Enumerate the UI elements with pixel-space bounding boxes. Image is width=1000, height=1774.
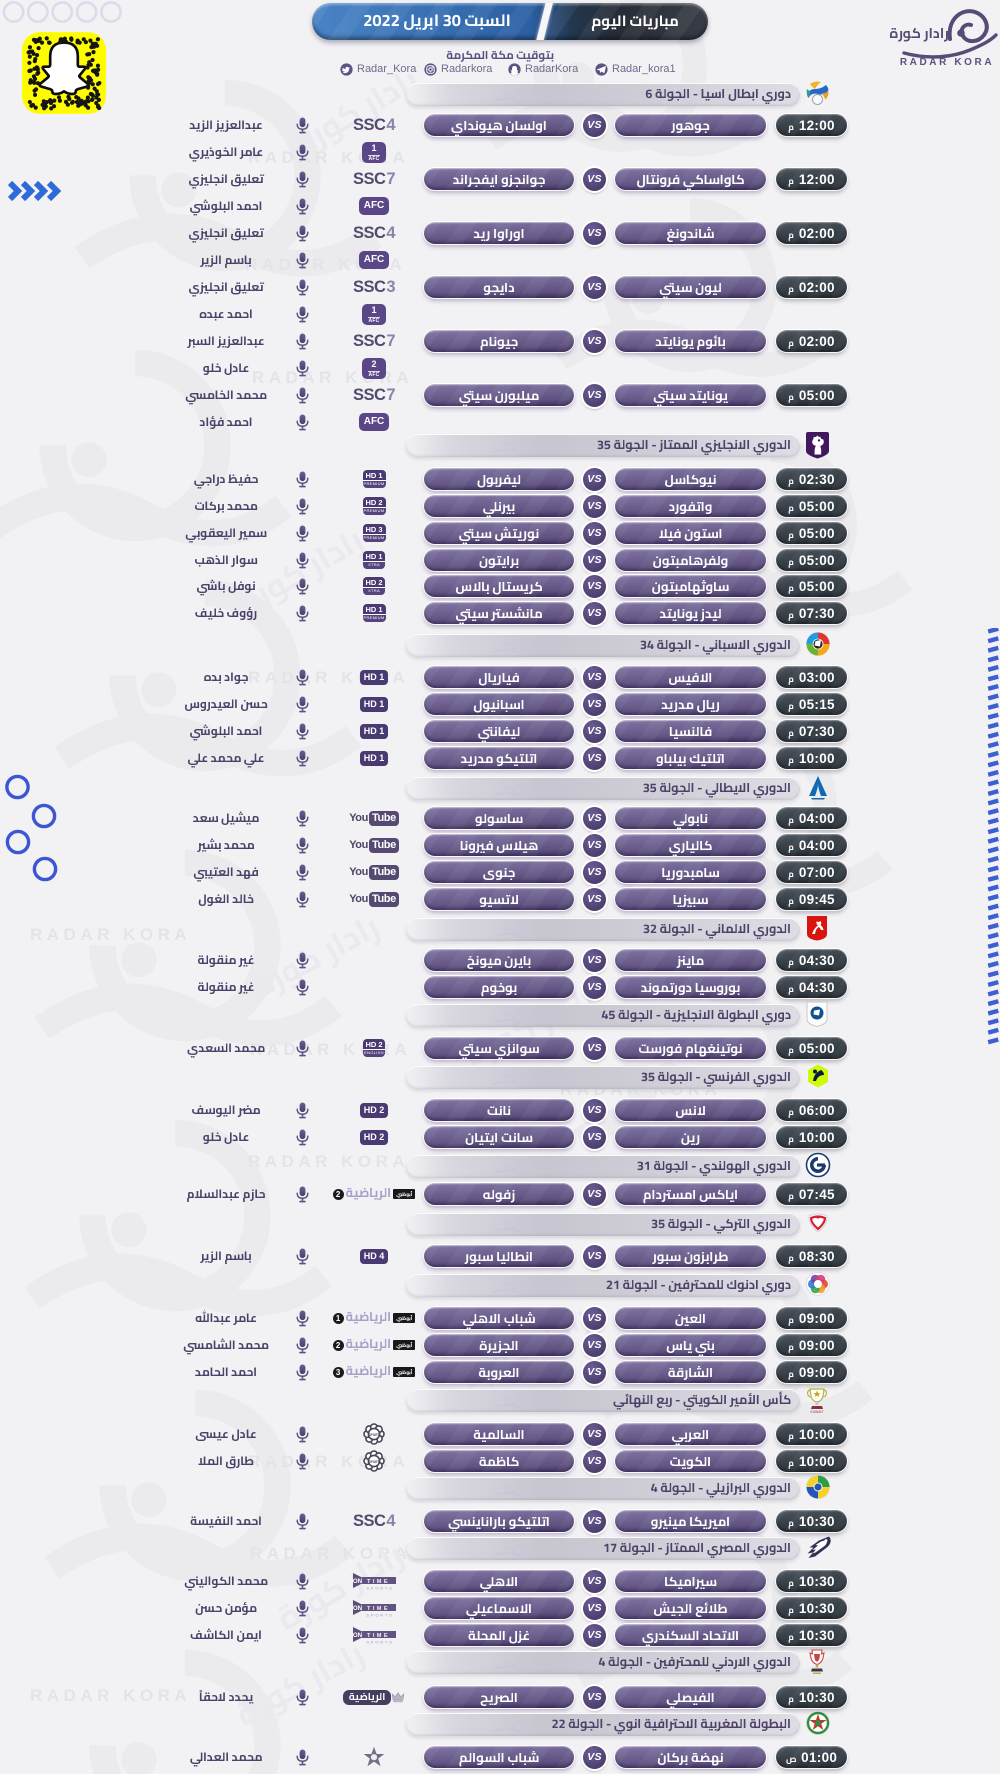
svg-text:رادار كورة: رادار كورة <box>503 1071 524 1080</box>
svg-text:رادار كورة: رادار كورة <box>503 1160 524 1169</box>
svg-text:ON: ON <box>352 1605 362 1612</box>
svg-text:رادار كورة: رادار كورة <box>503 782 524 791</box>
svg-text:رادار كورة: رادار كورة <box>503 1718 524 1727</box>
svg-text:رادار كورة: رادار كورة <box>503 88 524 97</box>
svg-text:ON: ON <box>352 1632 362 1639</box>
svg-text:رادار كورة: رادار كورة <box>503 639 524 648</box>
svg-text:TIME: TIME <box>367 1632 390 1638</box>
svg-text:SPORT: SPORT <box>369 1433 380 1437</box>
svg-text:رادار كورة: رادار كورة <box>503 1218 524 1227</box>
svg-text:RADAR KORA: RADAR KORA <box>900 57 994 68</box>
svg-text:SPORTS: SPORTS <box>366 1612 393 1617</box>
svg-text:TIME: TIME <box>367 1578 390 1584</box>
svg-text:رادار كورة: رادار كورة <box>503 1394 524 1403</box>
svg-text:رادار كورة: رادار كورة <box>503 1542 524 1551</box>
svg-text:رادار كورة: رادار كورة <box>503 1009 524 1018</box>
svg-text:KUWAIT: KUWAIT <box>810 1410 823 1414</box>
svg-text:رادار كورة: رادار كورة <box>890 20 949 46</box>
svg-text:رادار كورة: رادار كورة <box>503 923 524 932</box>
svg-text:رادار كورة: رادار كورة <box>503 1656 524 1665</box>
svg-text:رادار كورة: رادار كورة <box>503 1482 524 1491</box>
svg-text:TIME: TIME <box>367 1605 390 1611</box>
svg-text:ON: ON <box>352 1578 362 1585</box>
svg-text:رادار كورة: رادار كورة <box>503 439 524 448</box>
svg-text:رادار كورة: رادار كورة <box>503 1279 524 1288</box>
svg-text:SPORTS: SPORTS <box>366 1639 393 1644</box>
svg-text:SPORT: SPORT <box>369 1460 380 1464</box>
svg-text:SPORTS: SPORTS <box>366 1585 393 1590</box>
